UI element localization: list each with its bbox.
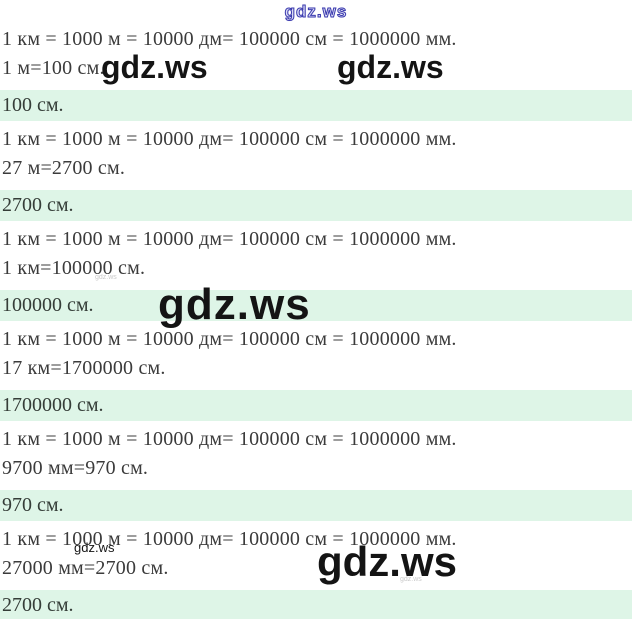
answer-text: 100000 см. <box>2 294 94 316</box>
answer-text: 100 см. <box>2 94 64 116</box>
reference-formula-line: 1 км = 1000 м = 10000 дм= 100000 см = 10… <box>2 328 457 350</box>
conversion-work-line: 9700 мм=970 см. <box>2 457 149 479</box>
conversion-work-line: 1 км=100000 см. <box>2 257 146 279</box>
conversion-work-line: 27000 мм=2700 см. <box>2 557 169 579</box>
answer-band: 2700 см. <box>0 590 632 619</box>
answer-text: 970 см. <box>2 494 64 516</box>
answer-band: 100000 см. <box>0 290 632 321</box>
conversion-block-5: 1 км = 1000 м = 10000 дм= 100000 см = 10… <box>0 425 632 521</box>
answer-text: 1700000 см. <box>2 394 104 416</box>
reference-formula-line: 1 км = 1000 м = 10000 дм= 100000 см = 10… <box>2 28 457 50</box>
answer-band: 1700000 см. <box>0 390 632 421</box>
reference-formula-line: 1 км = 1000 м = 10000 дм= 100000 см = 10… <box>2 128 457 150</box>
answer-band: 100 см. <box>0 90 632 121</box>
conversion-work-line: 27 м=2700 см. <box>2 157 126 179</box>
conversion-block-1: 1 км = 1000 м = 10000 дм= 100000 см = 10… <box>0 25 632 121</box>
answer-text: 2700 см. <box>2 594 74 616</box>
conversion-block-6: 1 км = 1000 м = 10000 дм= 100000 см = 10… <box>0 525 632 619</box>
answer-band: 970 см. <box>0 490 632 521</box>
gdzws-watermark-top: gdz.ws <box>284 2 348 22</box>
reference-formula-line: 1 км = 1000 м = 10000 дм= 100000 см = 10… <box>2 528 457 550</box>
conversion-block-4: 1 км = 1000 м = 10000 дм= 100000 см = 10… <box>0 325 632 421</box>
answer-text: 2700 см. <box>2 194 74 216</box>
top-strip: gdz.ws <box>0 0 632 25</box>
conversion-block-2: 1 км = 1000 м = 10000 дм= 100000 см = 10… <box>0 125 632 221</box>
conversion-work-line: 17 км=1700000 см. <box>2 357 166 379</box>
conversion-work-line: 1 м=100 см. <box>2 57 105 79</box>
conversion-block-3: 1 км = 1000 м = 10000 дм= 100000 см = 10… <box>0 225 632 321</box>
reference-formula-line: 1 км = 1000 м = 10000 дм= 100000 см = 10… <box>2 228 457 250</box>
reference-formula-line: 1 км = 1000 м = 10000 дм= 100000 см = 10… <box>2 428 457 450</box>
answer-band: 2700 см. <box>0 190 632 221</box>
